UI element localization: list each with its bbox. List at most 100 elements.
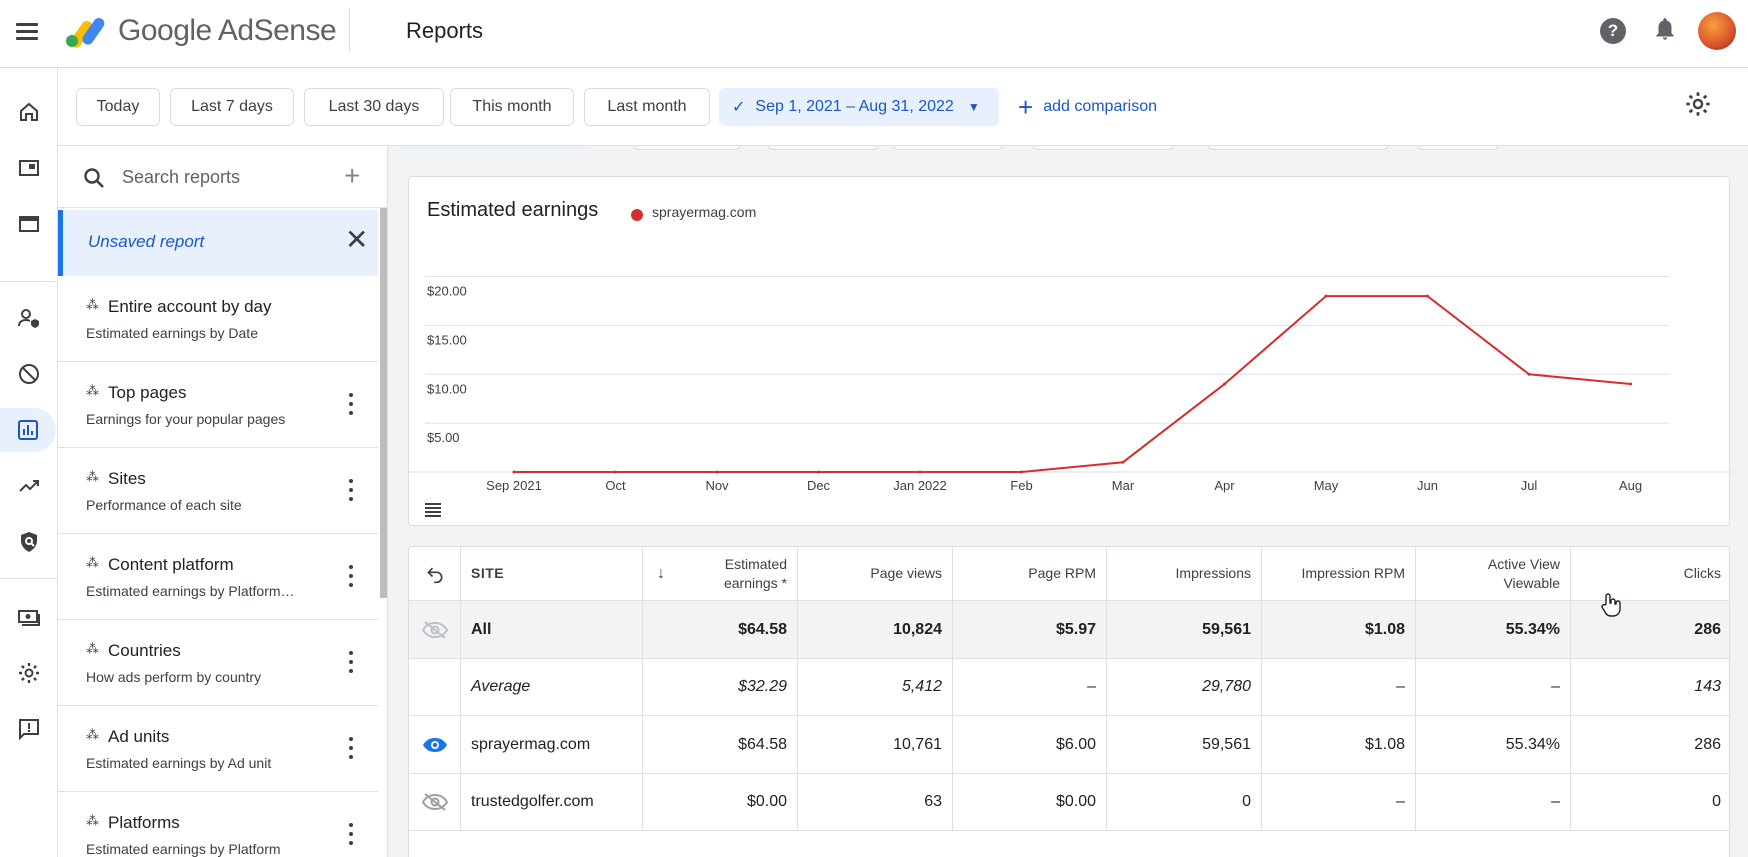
x-tick-label: Mar: [1112, 478, 1135, 493]
unsaved-report-item[interactable]: Unsaved report ✕: [58, 210, 378, 276]
column-header-estimated-earnings[interactable]: ↓ Estimated earnings *: [643, 547, 798, 600]
new-report-plus-icon[interactable]: +: [344, 160, 361, 191]
chip-last-30-days[interactable]: Last 30 days: [304, 88, 444, 126]
report-item[interactable]: ⁂ Top pages Earnings for your popular pa…: [58, 363, 378, 448]
chart-menu-icon[interactable]: [425, 503, 441, 517]
chip-this-month[interactable]: This month: [450, 88, 574, 126]
data-point[interactable]: [1020, 470, 1023, 474]
feedback-icon[interactable]: [4, 707, 54, 751]
reports-icon[interactable]: [0, 408, 56, 452]
dimension-tab[interactable]: [400, 146, 586, 150]
visible-eye-icon[interactable]: [409, 716, 461, 773]
panel-scrollbar[interactable]: [380, 208, 387, 598]
data-point[interactable]: [512, 470, 516, 474]
help-icon[interactable]: ?: [1600, 18, 1626, 44]
display-icon[interactable]: [4, 202, 54, 246]
sparkle-icon: ⁂: [86, 383, 99, 398]
cell-active-view: –: [1416, 659, 1571, 715]
more-vert-icon[interactable]: [348, 565, 354, 587]
series-line[interactable]: [514, 295, 1631, 473]
column-header-page-rpm[interactable]: Page RPM: [953, 547, 1107, 600]
report-item[interactable]: ⁂ Ad units Estimated earnings by Ad unit: [58, 707, 378, 792]
dimension-tab[interactable]: [893, 146, 1003, 150]
report-subtitle: How ads perform by country: [86, 669, 262, 685]
search-reports-input[interactable]: [122, 164, 322, 190]
column-header-impressions[interactable]: Impressions: [1107, 547, 1262, 600]
add-comparison-button[interactable]: + add comparison: [1018, 88, 1157, 126]
column-header-active-view[interactable]: Active View Viewable: [1416, 547, 1571, 600]
more-vert-icon[interactable]: [348, 823, 354, 845]
report-settings-gear-icon[interactable]: [1684, 90, 1712, 118]
header-label: Active View Viewable: [1487, 555, 1560, 591]
y-tick-label: $20.00: [427, 284, 467, 299]
data-point[interactable]: [1426, 294, 1429, 298]
report-title: Entire account by day: [108, 297, 272, 316]
more-vert-icon[interactable]: [348, 651, 354, 673]
dimension-tab[interactable]: [1208, 146, 1388, 150]
dimension-tab[interactable]: [634, 146, 740, 150]
report-title: Ad units: [108, 727, 170, 746]
account-avatar[interactable]: [1698, 12, 1736, 50]
column-header-impression-rpm[interactable]: Impression RPM: [1262, 547, 1416, 600]
data-point[interactable]: [1527, 372, 1531, 376]
chip-today[interactable]: Today: [76, 88, 160, 126]
settings-icon[interactable]: [4, 651, 54, 695]
table-row[interactable]: trustedgolfer.com $0.00 63 $0.00 0 – – 0: [409, 774, 1729, 831]
blocking-controls-icon[interactable]: [4, 352, 54, 396]
report-item[interactable]: ⁂ Entire account by day Estimated earnin…: [58, 277, 378, 362]
cell-active-view: 55.34%: [1416, 716, 1571, 773]
payments-icon[interactable]: [4, 595, 54, 639]
data-point[interactable]: [1324, 294, 1328, 298]
report-item[interactable]: ⁂ Sites Performance of each site: [58, 449, 378, 534]
date-range-selector[interactable]: ✓ Sep 1, 2021 – Aug 31, 2022 ▼: [719, 88, 999, 126]
data-point[interactable]: [1629, 382, 1632, 386]
data-point[interactable]: [1223, 382, 1226, 386]
more-vert-icon[interactable]: [348, 393, 354, 415]
chip-last-7-days[interactable]: Last 7 days: [170, 88, 294, 126]
undo-icon[interactable]: [409, 547, 461, 600]
more-vert-icon[interactable]: [348, 479, 354, 501]
report-item[interactable]: ⁂ Content platform Estimated earnings by…: [58, 535, 378, 620]
data-point[interactable]: [715, 470, 719, 474]
data-point[interactable]: [614, 470, 617, 474]
legend-swatch: [631, 209, 643, 221]
more-vert-icon[interactable]: [348, 737, 354, 759]
policy-center-icon[interactable]: [4, 520, 54, 564]
data-point[interactable]: [918, 470, 922, 474]
data-point[interactable]: [817, 470, 820, 474]
dimension-tabs-strip: [388, 146, 1748, 152]
x-tick-label: May: [1314, 478, 1339, 493]
home-icon[interactable]: [4, 90, 54, 134]
table-row[interactable]: All $64.58 10,824 $5.97 59,561 $1.08 55.…: [409, 601, 1729, 659]
report-item[interactable]: ⁂ Platforms Estimated earnings by Platfo…: [58, 793, 378, 857]
y-tick-label: $10.00: [427, 381, 467, 396]
dimension-tab[interactable]: [1033, 146, 1173, 150]
report-item[interactable]: ⁂ Countries How ads perform by country: [58, 621, 378, 706]
table-row[interactable]: sprayermag.com $64.58 10,761 $6.00 59,56…: [409, 716, 1729, 774]
dimension-tab[interactable]: [768, 146, 878, 150]
column-header-site[interactable]: SITE: [461, 547, 643, 600]
empty-cell: [409, 659, 461, 715]
report-search-bar: +: [58, 146, 387, 208]
column-header-page-views[interactable]: Page views: [798, 547, 953, 600]
adsense-logo: [66, 18, 105, 48]
hidden-eye-icon[interactable]: [409, 601, 461, 658]
plus-icon: +: [1018, 91, 1034, 122]
x-tick-label: Sep 2021: [486, 478, 542, 493]
main-menu-icon[interactable]: [16, 18, 42, 44]
optimization-icon[interactable]: [4, 464, 54, 508]
header-divider: [349, 8, 350, 52]
data-point[interactable]: [1121, 460, 1125, 464]
sort-arrow-icon: ↓: [657, 564, 665, 582]
account-privacy-icon[interactable]: [4, 296, 54, 340]
ads-icon[interactable]: [4, 146, 54, 190]
unsaved-report-label: Unsaved report: [88, 232, 205, 251]
close-icon[interactable]: ✕: [345, 224, 369, 255]
dimension-tab[interactable]: [1418, 146, 1498, 150]
chip-last-month[interactable]: Last month: [584, 88, 710, 126]
left-navigation-rail: [0, 68, 58, 857]
hidden-eye-icon[interactable]: [409, 774, 461, 830]
notifications-bell-icon[interactable]: [1652, 16, 1678, 44]
table-row[interactable]: Average $32.29 5,412 – 29,780 – – 143: [409, 659, 1729, 716]
column-header-clicks[interactable]: Clicks: [1683, 565, 1721, 582]
